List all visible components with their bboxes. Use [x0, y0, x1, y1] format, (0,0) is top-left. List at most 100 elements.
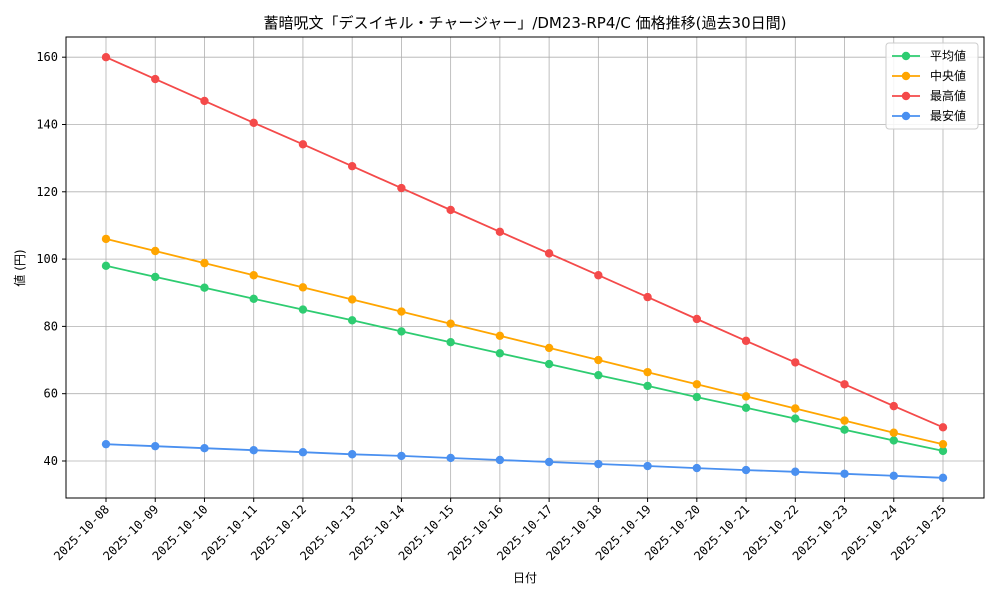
series-line	[105, 56, 944, 429]
data-point	[495, 455, 505, 465]
data-point	[791, 414, 800, 423]
y-tick-label: 140	[36, 117, 58, 131]
legend-marker	[901, 91, 911, 101]
x-axis-ticks: 2025-10-082025-10-092025-10-102025-10-11…	[51, 498, 949, 563]
data-point	[938, 439, 948, 449]
data-point	[840, 416, 849, 425]
data-point	[791, 467, 800, 476]
data-point	[249, 446, 258, 455]
legend-box	[885, 42, 979, 130]
data-point	[249, 118, 258, 128]
data-point	[151, 74, 160, 84]
data-point	[594, 459, 603, 469]
series-最高値	[101, 52, 948, 432]
plot-frame	[65, 36, 985, 499]
series-group	[101, 52, 948, 483]
y-tick-label: 120	[36, 185, 58, 199]
data-point	[692, 380, 702, 389]
data-point	[151, 441, 160, 451]
series-line	[105, 264, 944, 452]
legend-label: 最高値	[930, 88, 966, 103]
data-point	[544, 249, 554, 258]
data-point	[101, 261, 111, 271]
data-point	[594, 355, 603, 365]
data-point	[101, 234, 111, 244]
data-point	[200, 258, 209, 268]
y-tick-label: 100	[36, 252, 58, 266]
data-point	[741, 403, 751, 413]
data-point	[298, 140, 308, 149]
data-point	[741, 336, 751, 346]
data-point	[741, 392, 751, 401]
data-point	[249, 271, 258, 280]
data-point	[446, 319, 455, 328]
data-point	[544, 457, 554, 467]
legend-label: 平均値	[930, 48, 966, 63]
data-point	[594, 271, 603, 280]
data-point	[643, 381, 652, 391]
data-point	[101, 439, 111, 449]
legend-item: 中央値	[892, 68, 966, 83]
data-point	[446, 205, 455, 215]
data-point	[889, 436, 898, 445]
data-point	[446, 338, 455, 347]
data-point	[840, 425, 849, 434]
data-point	[791, 404, 800, 413]
data-point	[692, 314, 702, 324]
data-point	[840, 380, 849, 389]
data-point	[347, 295, 357, 304]
data-point	[692, 392, 702, 402]
legend-item: 最安値	[892, 108, 966, 123]
legend-item: 最高値	[892, 88, 966, 103]
data-point	[200, 443, 209, 453]
data-point	[594, 370, 603, 380]
data-point	[938, 446, 948, 456]
data-point	[298, 448, 308, 457]
legend-label: 最安値	[930, 108, 966, 123]
y-axis-ticks: 40 60 80 100 120 140 160	[36, 50, 66, 468]
data-point	[889, 401, 898, 411]
legend-item: 平均値	[892, 48, 966, 63]
data-point	[101, 52, 111, 62]
data-point	[200, 283, 209, 292]
data-point	[938, 473, 948, 483]
data-point	[791, 358, 800, 367]
data-point	[741, 465, 751, 475]
data-point	[495, 331, 505, 341]
data-point	[397, 327, 406, 336]
data-point	[347, 450, 357, 459]
data-point	[397, 451, 406, 461]
series-line	[105, 238, 944, 446]
chart-title: 蓄暗呪文「デスイキル・チャージャー」/DM23-RP4/C 価格推移(過去30日…	[264, 14, 787, 32]
data-point	[397, 307, 406, 316]
series-line	[105, 443, 944, 479]
x-axis-label: 日付	[513, 571, 537, 585]
data-point	[643, 461, 652, 471]
data-point	[544, 359, 554, 369]
legend-label: 中央値	[930, 68, 966, 83]
data-point	[544, 343, 554, 353]
y-tick-label: 60	[44, 387, 58, 401]
series-平均値	[101, 261, 948, 456]
data-point	[151, 246, 160, 256]
data-point	[298, 305, 308, 314]
data-point	[889, 471, 898, 480]
data-point	[495, 227, 505, 237]
legend-marker	[901, 51, 911, 61]
legend-marker	[901, 111, 911, 121]
data-point	[643, 292, 652, 302]
data-point	[643, 367, 652, 377]
data-point	[889, 428, 898, 437]
data-point	[200, 96, 209, 106]
grid	[66, 37, 984, 498]
data-point	[397, 183, 406, 193]
data-point	[151, 272, 160, 282]
y-tick-label: 40	[44, 454, 58, 468]
data-point	[692, 463, 702, 473]
data-point	[347, 162, 357, 171]
data-point	[298, 283, 308, 292]
series-最安値	[101, 439, 948, 483]
y-tick-label: 160	[36, 50, 58, 64]
